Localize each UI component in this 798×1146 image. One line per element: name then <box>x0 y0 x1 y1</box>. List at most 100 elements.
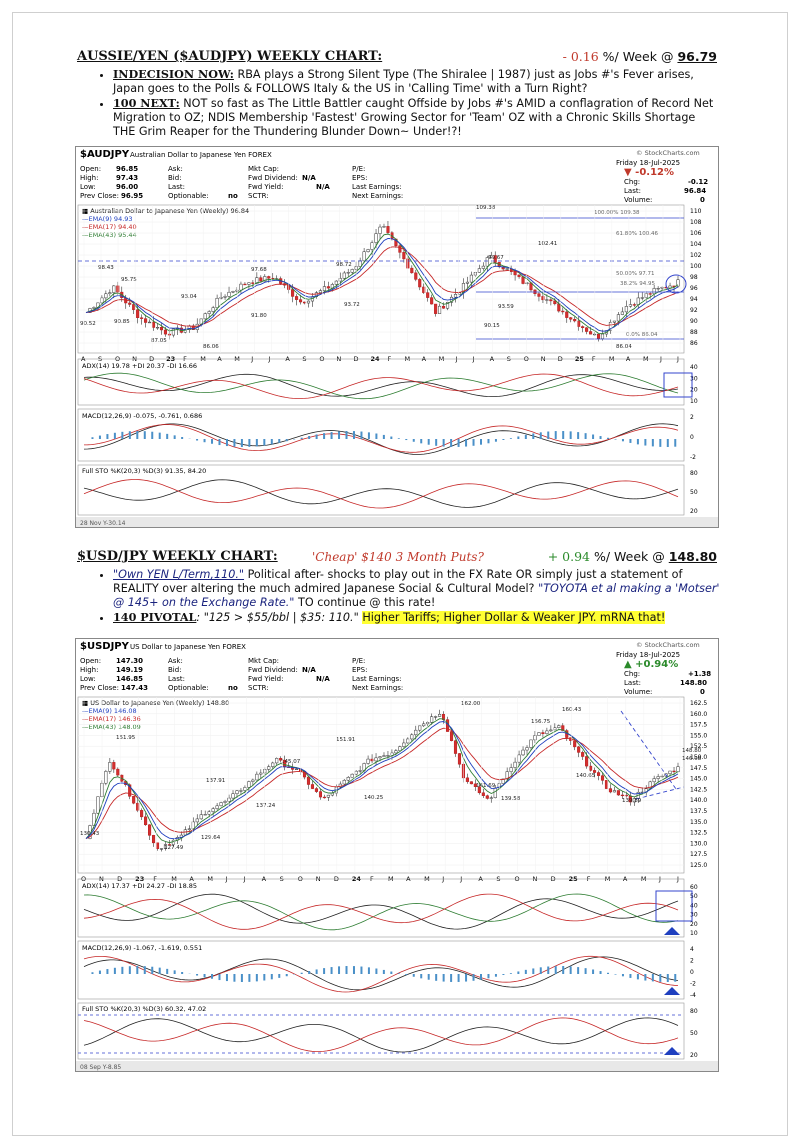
macd-histogram-bar <box>270 974 273 980</box>
candle-body <box>545 299 549 301</box>
ema17-label: —EMA(17) 94.40 <box>82 223 137 231</box>
low-value: 146.85 <box>116 675 143 683</box>
candle-body <box>116 768 120 776</box>
candle-body <box>406 738 410 744</box>
y-tick-label: 30 <box>690 375 698 382</box>
macd-histogram-bar <box>412 439 415 442</box>
candle-body <box>247 282 251 285</box>
macd-histogram-bar <box>457 439 460 447</box>
svg-text:Ask:: Ask: <box>168 657 183 665</box>
macd-histogram-bar <box>382 969 385 974</box>
macd-histogram-bar <box>181 436 184 439</box>
svg-text:Optionable:: Optionable: <box>168 684 209 692</box>
candle-body <box>529 739 533 748</box>
macd-histogram-bar <box>607 437 610 439</box>
section2-bullet: 140 PIVOTAL: "125 > $55/bbl | $35: 110."… <box>113 610 720 625</box>
candle-body <box>354 266 358 270</box>
last-value: 96.84 <box>684 187 706 195</box>
candle-body <box>505 771 509 780</box>
y-tick-label: 135.0 <box>690 819 707 826</box>
candle-body <box>581 326 585 329</box>
candle-body <box>585 327 589 332</box>
candle-body <box>295 768 299 770</box>
indicator-line <box>83 1017 679 1053</box>
macd-histogram-bar <box>225 439 228 447</box>
candle-body <box>541 732 545 734</box>
macd-histogram-bar <box>360 966 363 974</box>
macd-histogram-bar <box>263 974 266 981</box>
candle-body <box>310 784 315 789</box>
macd-histogram-bar <box>554 431 557 439</box>
y-tick-label: 20 <box>690 387 698 394</box>
indicator-line <box>83 373 679 399</box>
price-annotation: 93.04 <box>181 294 197 300</box>
candle-body <box>132 796 136 804</box>
price-annotation: 151.91 <box>336 737 355 743</box>
candle-body <box>215 297 219 308</box>
ema43-label: —EMA(43) 148.09 <box>82 723 141 731</box>
high-value: 149.19 <box>116 666 143 674</box>
macd-histogram-bar <box>308 971 311 974</box>
candle-body <box>648 293 652 295</box>
y-tick-label: 80 <box>690 470 698 477</box>
candle-body <box>561 725 565 731</box>
indicator-line <box>83 424 679 453</box>
macd-histogram-bar <box>278 974 281 978</box>
macd-histogram-bar <box>255 439 258 447</box>
macd-histogram-bar <box>121 966 124 974</box>
candle-body <box>302 301 307 304</box>
candle-body <box>477 268 481 273</box>
candle-body <box>227 291 231 297</box>
candle-body <box>215 805 219 809</box>
chg-value: -0.12 <box>688 178 708 186</box>
indicator-line <box>83 893 679 930</box>
candle-body <box>112 285 116 293</box>
price-annotation: 90.15 <box>484 323 500 329</box>
candle-body <box>505 268 509 270</box>
macd-histogram-bar <box>539 967 542 974</box>
svg-text:Last:: Last: <box>168 675 185 683</box>
section1-week-label: %/ Week @ <box>602 49 674 64</box>
price-annotation: 145.07 <box>281 759 301 765</box>
macd-histogram-bar <box>218 439 221 446</box>
price-annotation: 156.75 <box>531 719 551 725</box>
y-tick-label: 40 <box>690 902 698 909</box>
macd-histogram-bar <box>203 439 206 443</box>
macd-histogram-bar <box>211 439 214 444</box>
candle-body <box>521 749 525 756</box>
candle-body <box>306 300 311 304</box>
candle-body <box>418 279 422 288</box>
candle-body <box>151 835 156 844</box>
macd-histogram-bar <box>562 966 565 974</box>
price-annotation: 139.89 <box>622 798 642 804</box>
price-annotation: 98.43 <box>98 265 114 271</box>
macd-histogram-bar <box>181 971 184 974</box>
macd-histogram-bar <box>143 966 146 974</box>
candle-body <box>398 245 402 253</box>
macd-histogram-bar <box>472 974 475 981</box>
candle-body <box>406 258 410 269</box>
y-tick-label: 127.5 <box>690 851 707 858</box>
candle-body <box>446 302 450 309</box>
candle-body <box>481 265 485 269</box>
y-tick-label: 20 <box>690 921 698 928</box>
indicator-line <box>83 423 679 455</box>
candle-body <box>434 716 438 718</box>
macd-histogram-bar <box>577 967 580 974</box>
macd-histogram-bar <box>345 966 348 974</box>
price-annotation: 93.59 <box>498 304 514 310</box>
candle-body <box>652 288 656 294</box>
candle-body <box>581 752 585 757</box>
macd-histogram-bar <box>173 435 176 439</box>
macd-histogram-bar <box>128 431 131 439</box>
macd-histogram-bar <box>629 439 632 443</box>
candle-body <box>263 276 267 282</box>
section2-bullets: "Own YEN L/Term,110." Political after- s… <box>95 568 720 625</box>
candle-body <box>426 292 430 298</box>
section1-bullet: 100 NEXT: NOT so fast as The Little Batt… <box>113 96 720 139</box>
sto-label: Full STO %K(20,3) %D(3) 60.32, 47.02 <box>82 1005 206 1013</box>
y-tick-label: 10 <box>690 930 698 937</box>
candle-body <box>350 773 354 778</box>
svg-text:Last:: Last: <box>624 679 641 687</box>
